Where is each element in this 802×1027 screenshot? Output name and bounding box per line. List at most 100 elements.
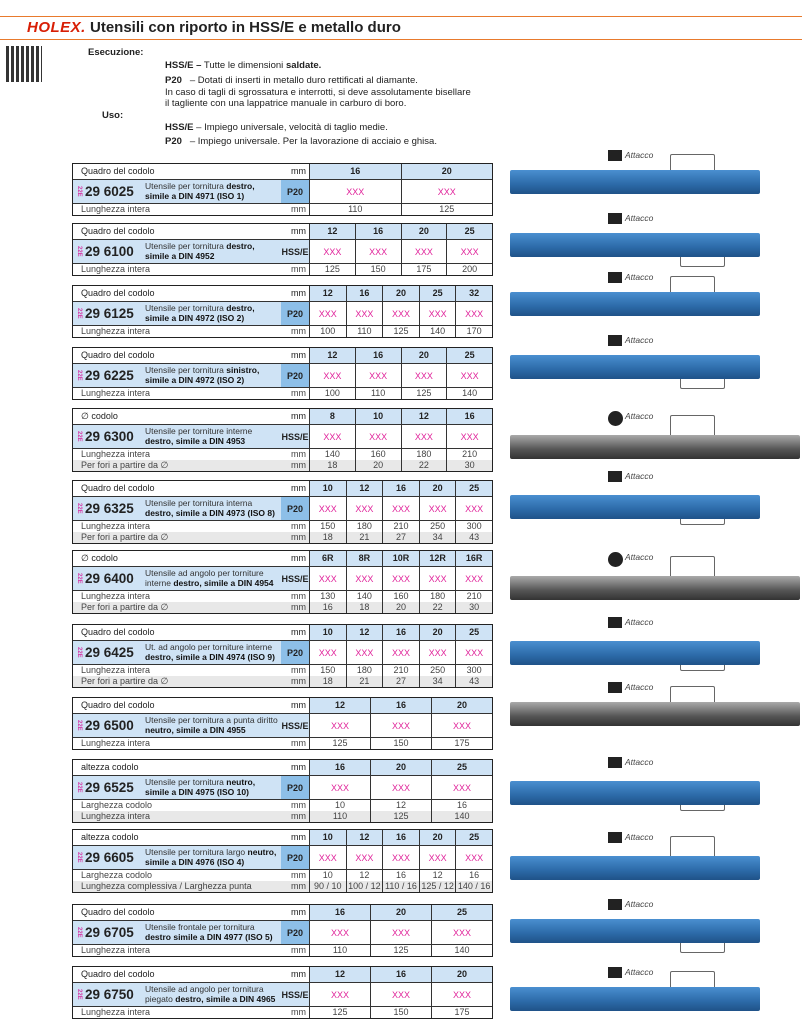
price-cell[interactable]: XXX — [383, 497, 420, 520]
product-description: Utensile per torniture interne destro, s… — [145, 425, 281, 448]
price-cell[interactable]: XXX — [310, 425, 356, 448]
article-number[interactable]: 22E 29 6225 — [73, 364, 145, 387]
size-header: 25 — [419, 286, 457, 301]
spec-value: 140 — [420, 326, 457, 337]
spec-value: 210 — [383, 665, 420, 676]
tool-illustration: Attacco — [510, 682, 800, 742]
grade-badge: P20 — [281, 846, 310, 869]
article-number[interactable]: 22E 29 6300 — [73, 425, 145, 448]
price-cell[interactable]: XXX — [371, 983, 432, 1006]
price-cell[interactable]: XXX — [419, 846, 457, 869]
price-cell[interactable]: XXX — [383, 641, 420, 664]
price-cell[interactable]: XXX — [346, 641, 384, 664]
spec-value: 18 — [310, 676, 347, 687]
price-cell[interactable]: XXX — [447, 364, 492, 387]
price-cell[interactable]: XXX — [432, 714, 492, 737]
article-number[interactable]: 22E 29 6525 — [73, 776, 145, 799]
price-cell[interactable]: XXX — [456, 567, 492, 590]
price-cell[interactable]: XXX — [310, 567, 347, 590]
article-number[interactable]: 22E 29 6605 — [73, 846, 145, 869]
price-cell[interactable]: XXX — [371, 921, 432, 944]
price-cell[interactable]: XXX — [310, 714, 371, 737]
price-cell[interactable]: XXX — [310, 180, 402, 203]
article-number[interactable]: 22E 29 6025 — [73, 180, 145, 203]
price-cell[interactable]: XXX — [432, 983, 492, 1006]
price-cell[interactable]: XXX — [310, 983, 371, 1006]
price-cell[interactable]: XXX — [310, 921, 371, 944]
price-cell[interactable]: XXX — [432, 776, 492, 799]
dimension-label: Quadro del codolo — [81, 627, 155, 637]
price-cell[interactable]: XXX — [419, 641, 457, 664]
price-cell[interactable]: XXX — [355, 364, 402, 387]
article-number[interactable]: 22E 29 6125 — [73, 302, 145, 325]
price-cell[interactable]: XXX — [456, 497, 492, 520]
price-cell[interactable]: XXX — [456, 641, 492, 664]
price-cell[interactable]: XXX — [346, 567, 384, 590]
price-cell[interactable]: XXX — [310, 641, 347, 664]
price-cell[interactable]: XXX — [346, 846, 384, 869]
price-cell[interactable]: XXX — [310, 302, 347, 325]
spec-value: 200 — [462, 264, 478, 274]
price-cell[interactable]: XXX — [346, 497, 384, 520]
price-cell[interactable]: XXX — [456, 846, 492, 869]
article-number[interactable]: 22E 29 6425 — [73, 641, 145, 664]
article-number[interactable]: 22E 29 6500 — [73, 714, 145, 737]
qr-code-icon[interactable] — [6, 46, 42, 82]
price-cell[interactable]: XXX — [383, 846, 420, 869]
price-cell[interactable]: XXX — [383, 302, 420, 325]
product-table-296605: altezza codolo mm 10 12 16 20 25 22E 29 6605 Uten… — [72, 829, 493, 893]
grade-badge: P20 — [281, 302, 310, 325]
price-cell[interactable]: XXX — [383, 567, 420, 590]
spec-label: Lunghezza intera — [81, 738, 151, 748]
price-cell[interactable]: XXX — [371, 776, 432, 799]
price-cell[interactable]: XXX — [432, 921, 492, 944]
spec-value: 16 — [469, 870, 480, 880]
size-header: 25 — [456, 625, 492, 640]
catalog-icon: 22E — [76, 989, 82, 1000]
product-description: Utensile per tornitura a punta diritto n… — [145, 714, 281, 737]
price-cell[interactable]: XXX — [401, 240, 448, 263]
spec-label: Lunghezza complessiva / Larghezza punta — [81, 881, 252, 891]
price-cell[interactable]: XXX — [371, 714, 432, 737]
article-number[interactable]: 22E 29 6400 — [73, 567, 145, 590]
price-cell[interactable]: XXX — [401, 364, 448, 387]
price-cell[interactable]: XXX — [447, 425, 492, 448]
spec-value: 30 — [464, 460, 475, 470]
tool-illustration: Attacco — [510, 967, 800, 1027]
attacco-label: Attacco — [625, 471, 654, 481]
price-cell[interactable]: XXX — [310, 776, 371, 799]
price-cell[interactable]: XXX — [401, 425, 448, 448]
price-cell[interactable]: XXX — [355, 240, 402, 263]
article-number[interactable]: 22E 29 6325 — [73, 497, 145, 520]
spec-value: 43 — [469, 676, 480, 686]
price-cell[interactable]: XXX — [447, 240, 492, 263]
spec-value: 175 — [454, 738, 470, 748]
price-cell[interactable]: XXX — [419, 302, 457, 325]
size-header: 12 — [346, 830, 384, 845]
price-cell[interactable]: XXX — [419, 497, 457, 520]
spec-label: Per fori a partire da ∅ — [81, 676, 169, 686]
price-cell[interactable]: XXX — [346, 302, 384, 325]
size-header: 25 — [447, 224, 492, 239]
price-cell[interactable]: XXX — [401, 180, 492, 203]
tool-illustration: Attacco — [510, 150, 800, 210]
article-number[interactable]: 22E 29 6705 — [73, 921, 145, 944]
spec-value: 110 — [310, 811, 371, 822]
article-number[interactable]: 22E 29 6750 — [73, 983, 145, 1006]
article-number[interactable]: 22E 29 6100 — [73, 240, 145, 263]
product-table-296400: ∅ codolo mm 6R 8R 10R 12R 16R 22E 29 6400 Utensil… — [72, 550, 493, 614]
price-cell[interactable]: XXX — [456, 302, 492, 325]
insert-icon — [608, 967, 622, 978]
spec-row: Lunghezza intera mm 150 180 210 250 300 — [73, 665, 492, 676]
unit-label: mm — [281, 532, 310, 543]
product-table-296125: Quadro del codolo mm 12 16 20 25 32 22E 29 6125 U… — [72, 285, 493, 338]
price-cell[interactable]: XXX — [310, 497, 347, 520]
price-cell[interactable]: XXX — [310, 240, 356, 263]
dimension-label: Quadro del codolo — [81, 226, 155, 236]
catalog-icon: 22E — [76, 186, 82, 197]
price-cell[interactable]: XXX — [419, 567, 457, 590]
price-cell[interactable]: XXX — [310, 846, 347, 869]
attacco-label: Attacco — [625, 335, 654, 345]
price-cell[interactable]: XXX — [310, 364, 356, 387]
price-cell[interactable]: XXX — [355, 425, 402, 448]
